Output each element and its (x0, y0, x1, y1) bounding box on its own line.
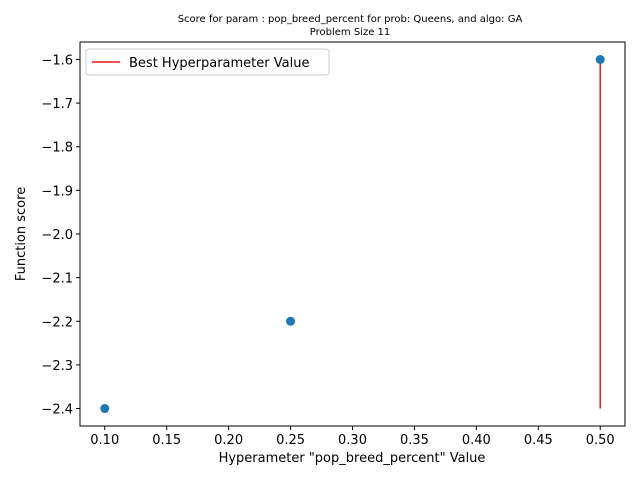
y-axis-label: Function score (14, 187, 29, 281)
y-tick-label: −1.6 (41, 53, 73, 68)
x-tick-label: 0.45 (524, 433, 553, 448)
y-tick-label: −2.2 (41, 315, 73, 330)
legend-label-best-hyperparameter: Best Hyperparameter Value (129, 56, 309, 71)
scatter-point (595, 54, 605, 64)
x-tick-label: 0.35 (400, 433, 429, 448)
y-axis-ticks: −2.4 −2.3 −2.2 −2.1 −2.0 −1.9 −1.8 −1.7 −1.6 (41, 53, 80, 418)
y-tick-label: −1.9 (41, 184, 73, 199)
scatter-point (286, 316, 296, 326)
plot-area-frame (79, 41, 626, 427)
chart-subtitle: Problem Size 11 (310, 27, 391, 38)
y-tick-label: −2.4 (41, 403, 73, 418)
y-tick-label: −2.1 (41, 272, 73, 287)
x-tick-label: 0.25 (276, 433, 305, 448)
x-tick-label: 0.50 (586, 433, 615, 448)
scatter-point (100, 404, 110, 414)
y-tick-label: −1.8 (41, 141, 73, 156)
x-tick-label: 0.10 (90, 433, 119, 448)
x-axis-ticks: 0.10 0.15 0.20 0.25 0.30 0.35 0.40 0.45 0.50 (90, 426, 615, 448)
y-tick-label: −1.7 (41, 97, 73, 112)
legend-box (85, 48, 330, 76)
y-tick-label: −2.0 (41, 228, 73, 243)
x-tick-label: 0.15 (152, 433, 181, 448)
legend: Best Hyperparameter Value (85, 48, 330, 76)
x-axis-label: Hyperameter "pop_breed_percent" Value (219, 451, 486, 466)
x-tick-label: 0.30 (338, 433, 367, 448)
y-tick-label: −2.3 (41, 359, 73, 374)
x-tick-label: 0.40 (462, 433, 491, 448)
chart-title: Score for param : pop_breed_percent for … (178, 14, 523, 25)
x-tick-label: 0.20 (214, 433, 243, 448)
plot-marks (100, 54, 605, 414)
